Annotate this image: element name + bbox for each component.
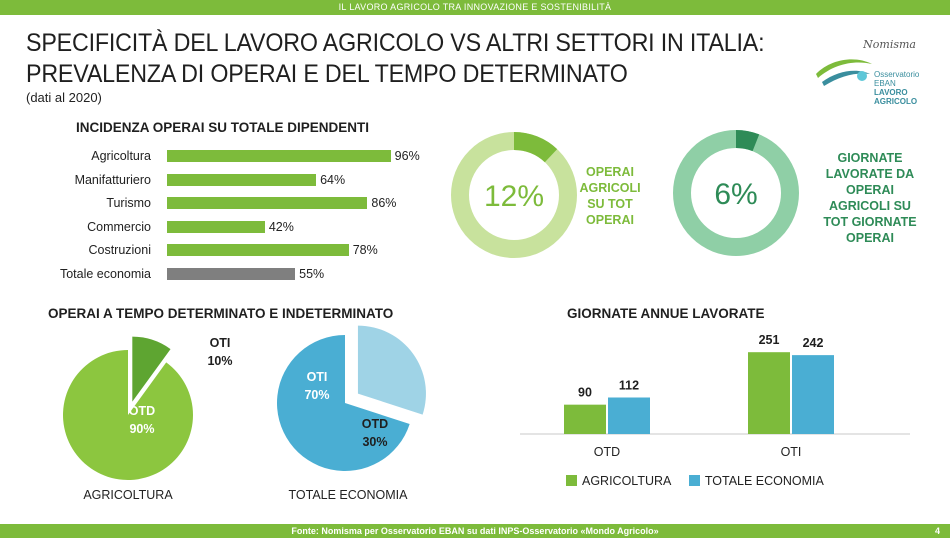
category-label: Turismo [106,196,151,211]
label-line: AGRICOLI SU [829,199,911,213]
legend-item-totale: TOTALE ECONOMIA [688,474,824,488]
pie-slice-name: OTI [307,370,328,384]
category-tick-label: OTI [781,445,802,459]
donut-chart-giornate: 6% [673,130,799,256]
donut-label-giornate: GIORNATE LAVORATE DA OPERAI AGRICOLI SU … [812,150,928,246]
nomisma-logo: Nomisma [863,38,916,51]
donut-center-label: 12% [484,180,544,213]
legend-label: TOTALE ECONOMIA [704,474,824,488]
category-label: Totale economia [59,267,151,281]
bar [748,352,790,434]
page-title: SPECIFICITÀ DEL LAVORO AGRICOLO VS ALTRI… [26,28,765,90]
eban-logo: Nomisma Osservatorio EBAN LAVORO AGRICOL… [812,30,932,110]
value-label: 78% [352,243,378,258]
pie-slice [357,325,426,415]
value-label: 42% [268,219,294,234]
pie-slice [277,335,410,471]
bar-row: Commercio 42% [30,217,450,237]
label-line: AGRICOLI [579,181,641,195]
category-label: Commercio [87,219,151,234]
bar [167,220,265,233]
label-line: OPERAI [586,165,634,179]
pie-slice-name: OTD [362,417,388,431]
label-line: OPERAI [586,213,634,227]
bar-row: Costruzioni 78% [30,240,450,260]
chart-title-incidenza: INCIDENZA OPERAI SU TOTALE DIPENDENTI [76,120,370,135]
label-line: LAVORATE DA [825,167,915,181]
bar [608,397,650,434]
value-label: 64% [320,172,346,187]
bar [792,355,834,434]
chart-legend: AGRICOLTURA TOTALE ECONOMIA [566,474,838,488]
bar [167,173,317,186]
pie-slice [132,336,171,402]
pie-slice-value: 30% [362,435,387,449]
legend-label: AGRICOLTURA [582,474,672,488]
category-tick-label: OTD [594,445,620,459]
bar-row: Turismo 86% [30,193,450,213]
legend-swatch [688,475,700,486]
donut-segment [673,130,799,256]
legend-swatch [566,475,577,486]
value-label: 55% [299,267,325,281]
source-footer: Fonte: Nomisma per Osservatorio EBAN su … [0,524,950,538]
value-label: 86% [371,196,397,211]
donut-center-label: 6% [714,178,757,211]
label-line: TOT GIORNATE [823,215,917,229]
bar [167,197,368,210]
label-line: GIORNATE [837,151,903,165]
pie-slice-value: 70% [304,388,329,402]
pie-slice-value: 10% [207,354,232,368]
label-line: OPERAI [846,231,894,245]
category-label: Costruzioni [88,243,151,258]
bar-value-label: 90 [578,386,592,400]
pie-caption-totale: TOTALE ECONOMIA [288,488,408,502]
bar [564,404,606,434]
page-number: 4 [934,526,940,536]
page-subtitle: (dati al 2020) [26,90,102,105]
bar-value-label: 242 [803,336,824,350]
pie-slice-name: OTI [210,336,231,350]
bar-value-label: 112 [619,378,639,392]
donut-label-operai: OPERAI AGRICOLI SU TOT OPERAI [572,164,648,228]
pie-caption-agricoltura: AGRICOLTURA [83,488,173,502]
bar [167,268,296,280]
bar [167,150,391,162]
source-text: Fonte: Nomisma per Osservatorio EBAN su … [291,526,659,536]
label-line: SU TOT [587,197,633,211]
donut-segment [451,132,577,258]
logo-line-4: AGRICOLO [874,97,918,106]
bar-row: Manifatturiero 64% [30,170,450,190]
title-line-1: SPECIFICITÀ DEL LAVORO AGRICOLO VS ALTRI… [26,29,765,57]
label-line: OPERAI [846,183,894,197]
top-banner: IL LAVORO AGRICOLO TRA INNOVAZIONE E SOS… [0,0,950,15]
leaf-swoosh-icon [816,59,872,86]
bar-value-label: 251 [759,333,780,347]
bar [167,244,349,257]
logo-line-3: LAVORO [874,88,908,97]
pie-charts: OTD 90% OTI 10% OTI 70% OTD 30% [63,325,426,480]
bar-row: Agricoltura 96% [30,146,450,166]
pie-slice [63,350,193,480]
observatory-name: Osservatorio EBAN LAVORO AGRICOLO [874,70,919,106]
logo-line-2: EBAN [874,79,896,88]
grouped-bar-chart: 90 112 OTD 251 242 OTI [520,333,910,459]
pie-slice-name: OTD [129,404,155,418]
value-label: 96% [394,149,420,163]
pie-slice-value: 90% [129,422,154,436]
chart-title-tempo: OPERAI A TEMPO DETERMINATO E INDETERMINA… [48,306,394,321]
title-line-2: PREVALENZA DI OPERAI E DEL TEMPO DETERMI… [26,60,628,88]
logo-line-1: Osservatorio [874,70,920,79]
category-label: Manifatturiero [74,172,151,187]
bar-row: Totale economia 55% [30,264,450,284]
chart-title-giornate: GIORNATE ANNUE LAVORATE [567,306,765,321]
donut-chart-operai: 12% [451,132,577,258]
category-label: Agricoltura [91,149,151,163]
legend-item-agricoltura: AGRICOLTURA [566,474,671,488]
